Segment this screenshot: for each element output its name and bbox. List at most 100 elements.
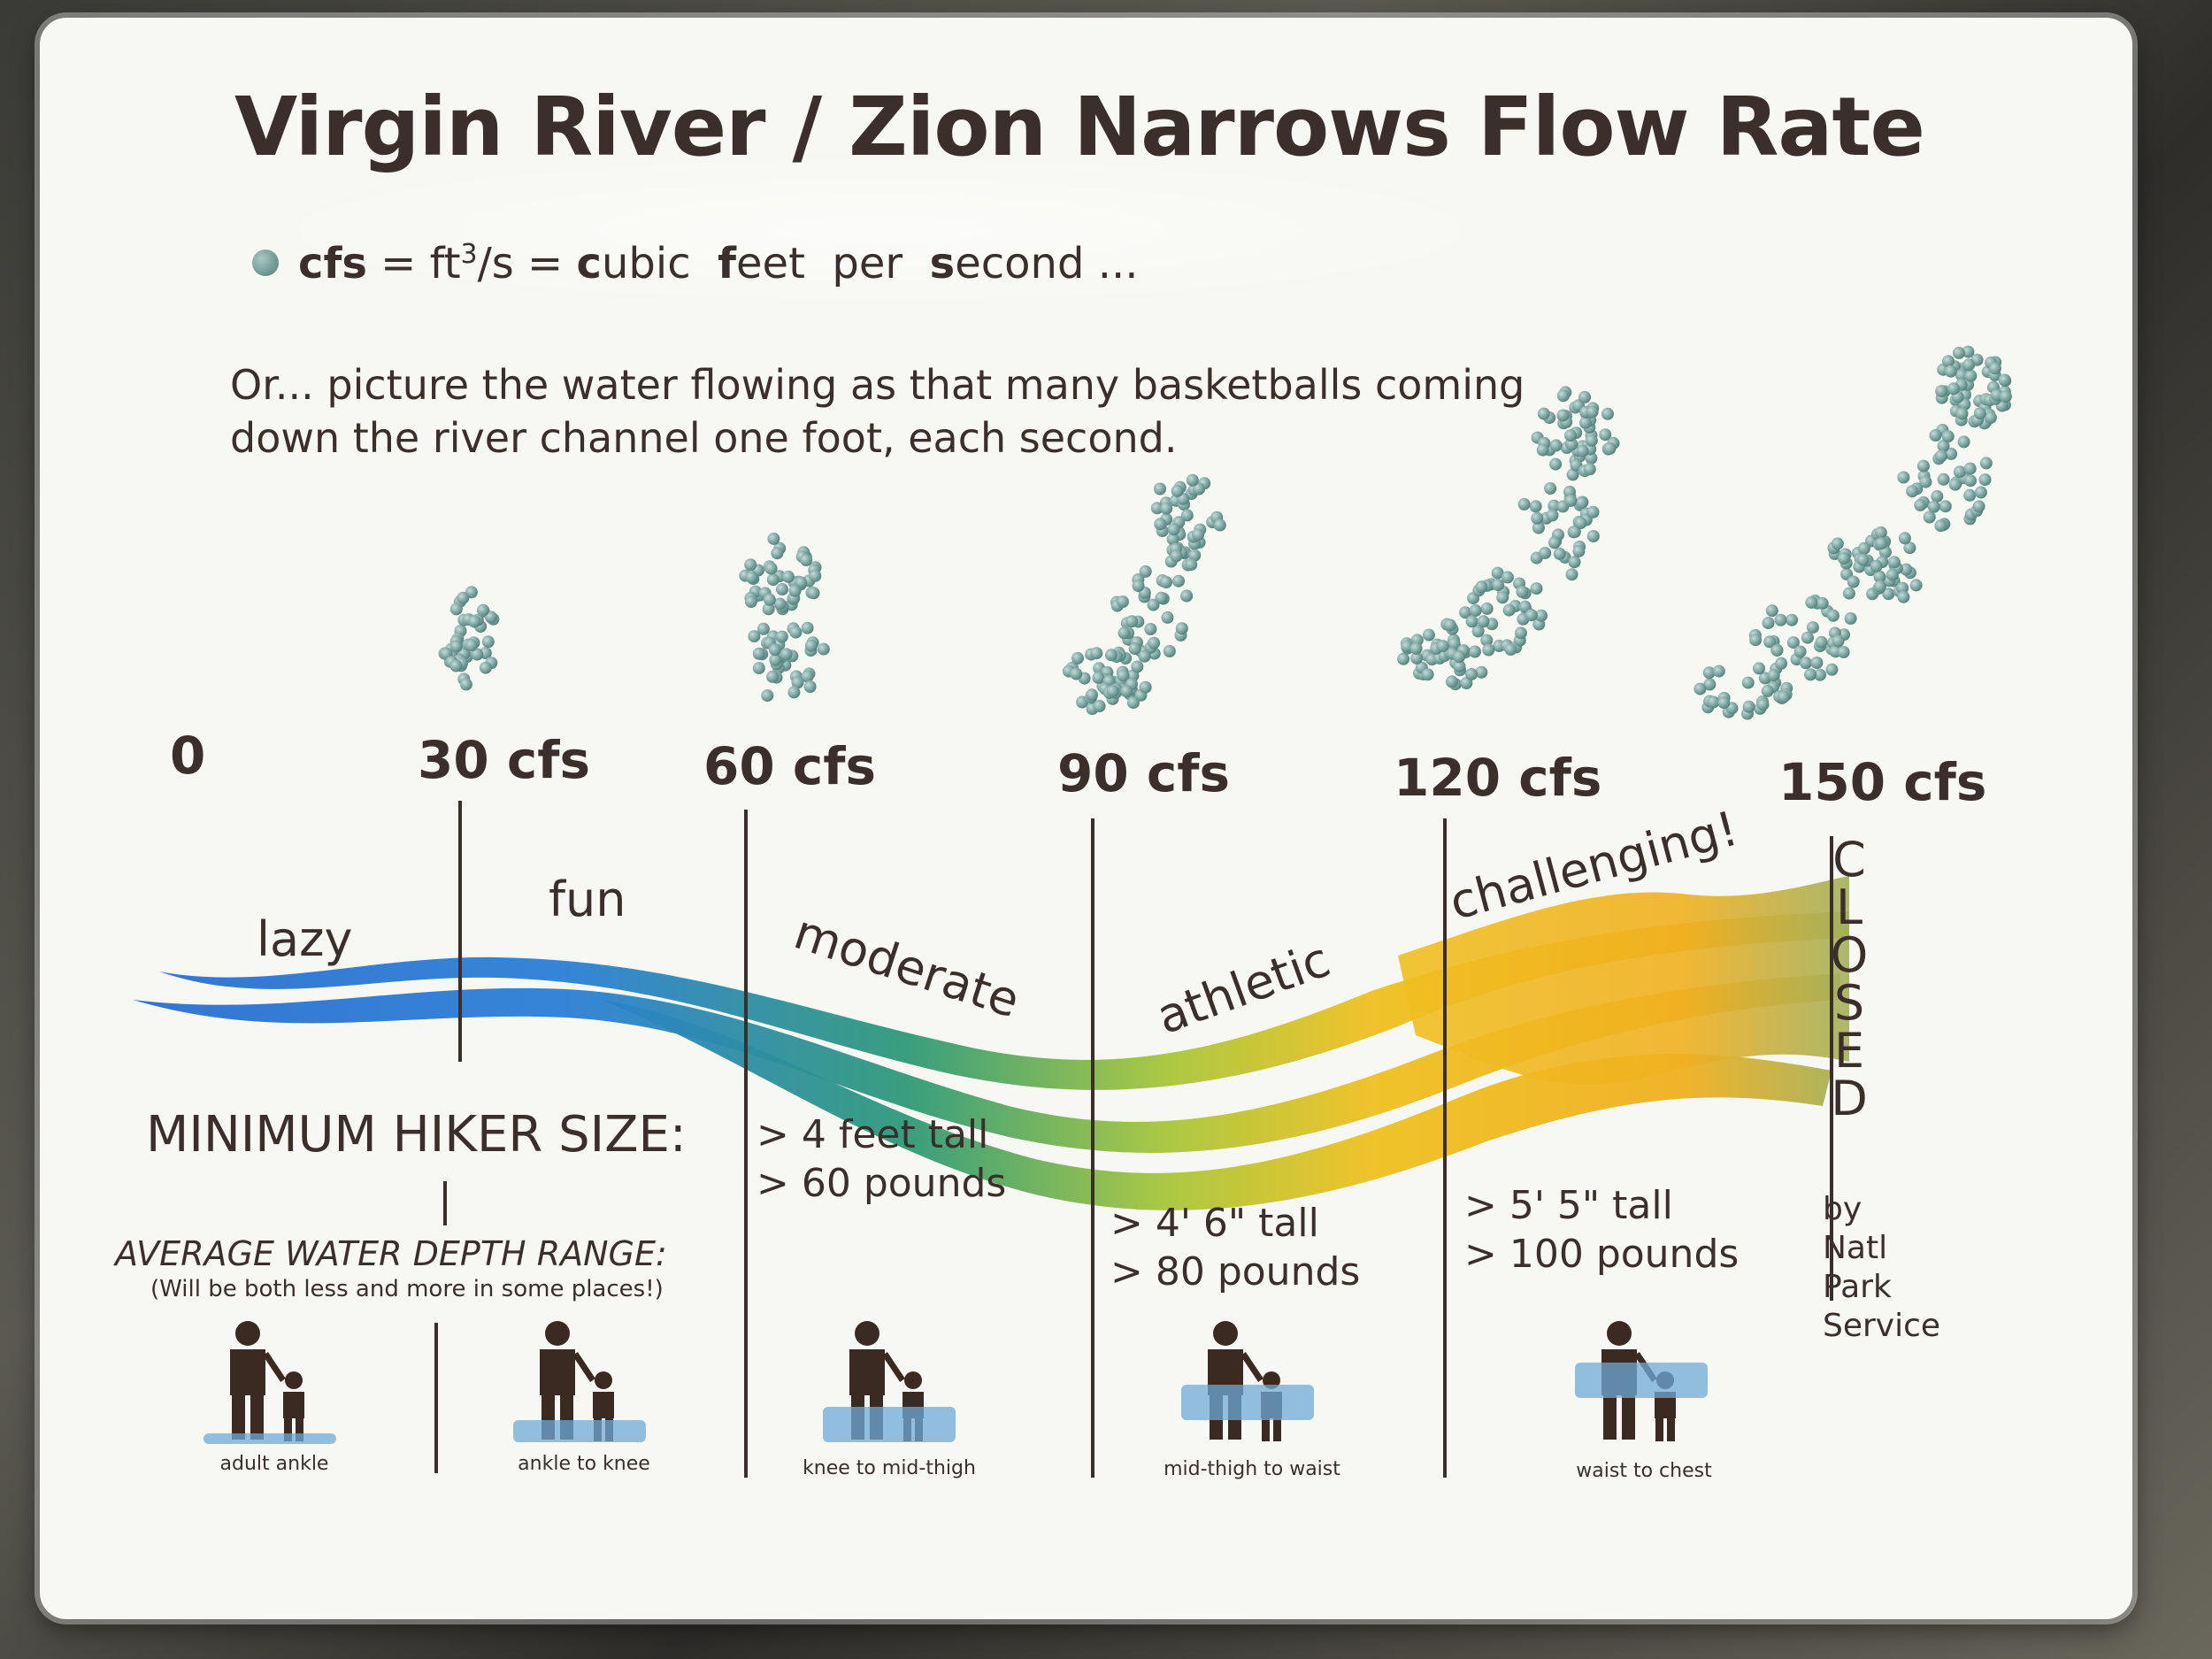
basketball-icon: [1906, 485, 1919, 498]
basketball-icon: [1471, 625, 1485, 638]
basketball-icon: [800, 554, 813, 566]
basketball-icon: [1941, 430, 1955, 443]
basketball-icon: [1749, 634, 1763, 647]
basketball-icon: [1548, 499, 1561, 512]
basketball-icon: [769, 653, 782, 666]
basketball-icon: [1536, 443, 1549, 457]
basketball-icon: [1870, 559, 1883, 572]
depth-caption-ankle-knee: ankle to knee: [518, 1453, 650, 1475]
basketball-icon: [1927, 500, 1940, 513]
basketball-icon: [1565, 568, 1578, 581]
adult-head-icon: [235, 1321, 260, 1346]
child-head-icon: [904, 1371, 922, 1389]
basketball-icon: [744, 595, 757, 608]
basketball-icon: [1116, 595, 1129, 608]
basketball-icon: [1180, 589, 1194, 603]
depth-figure-1: [204, 1321, 336, 1444]
closed-by-line: Park: [1823, 1269, 1892, 1305]
basketball-icon: [1979, 457, 1993, 470]
cfs-f: f: [718, 239, 737, 288]
basketball-icon: [1150, 502, 1164, 515]
stage-lazy: lazy: [257, 911, 353, 967]
cfs-term: cfs: [298, 239, 367, 288]
basketball-icon: [1948, 478, 1962, 491]
basketball-icon: [1801, 631, 1814, 644]
basketball-icon: [1988, 362, 2001, 375]
basketball-icon: [1935, 449, 1947, 463]
basketball-icon: [468, 615, 481, 628]
basketball-icon: [1529, 500, 1542, 513]
basketball-icon: [766, 573, 780, 587]
basketball-icon: [449, 659, 463, 672]
basketball-icon: [1496, 591, 1509, 604]
basketball-icon: [1468, 645, 1481, 658]
basketball-icon: [1549, 457, 1563, 471]
ball-cluster-2: [739, 532, 830, 703]
basketball-icon: [748, 630, 761, 643]
basketball-icon: [1947, 382, 1960, 396]
basketball-icon: [1717, 696, 1731, 710]
basketball-icon: [1586, 405, 1599, 419]
basketball-icon: [1436, 640, 1449, 653]
child-leg-icon: [1655, 1418, 1663, 1441]
basketball-icon: [1978, 473, 1992, 487]
basketball-icon: [1793, 645, 1807, 658]
basketball-icon: [780, 648, 793, 661]
cfs-eq-a: = ft: [366, 239, 461, 288]
sign-title: Virgin River / Zion Narrows Flow Rate: [234, 80, 1925, 174]
basketball-icon: [1753, 662, 1765, 675]
ball-cluster-5: [1694, 345, 2012, 720]
basketball-icon: [1585, 434, 1598, 447]
basketball-icon: [1767, 669, 1780, 682]
basketball-icon: [1599, 428, 1612, 442]
basketball-icon: [1172, 574, 1185, 588]
basketball-icon: [768, 643, 781, 657]
basketball-icon: [1741, 676, 1755, 689]
basketball-icon: [1831, 537, 1844, 550]
adult-leg-icon: [232, 1395, 245, 1440]
basketball-icon: [1556, 389, 1570, 403]
requirement-120: > 5' 5" tall > 100 pounds: [1464, 1181, 1739, 1279]
basketball-icon: [1477, 615, 1490, 628]
basketball-icon: [1154, 518, 1167, 531]
river-flow-graphic: [133, 876, 1849, 1210]
basketball-icon: [1531, 511, 1544, 525]
closed-letter: O: [1830, 927, 1869, 983]
basketball-icon: [1568, 526, 1581, 539]
scale-label-150: 150 cfs: [1778, 752, 1987, 812]
basketball-icon: [1929, 429, 1942, 442]
child-leg-icon: [1667, 1418, 1675, 1441]
basketball-clusters: [438, 345, 2012, 720]
cfs-definition: cfs = ft3/s = cubic feet per second ...: [252, 239, 1138, 288]
basketball-icon: [1934, 519, 1947, 533]
basketball-icon: [744, 558, 757, 572]
closed-letter: L: [1835, 879, 1863, 935]
basketball-icon: [752, 647, 765, 660]
basketball-icon: [1544, 482, 1557, 495]
depth-note: (Will be both less and more in some plac…: [150, 1276, 664, 1302]
river-wide-end: [1398, 876, 1849, 1085]
basketball-icon: [1770, 644, 1784, 657]
basketball-icon: [1962, 358, 1976, 372]
requirement-90: > 4' 6" tall > 80 pounds: [1110, 1199, 1360, 1296]
basketball-icon: [1945, 447, 1958, 460]
basketball-icon: [1842, 587, 1855, 600]
basketball-icon: [1492, 579, 1505, 592]
requirement-weight: > 60 pounds: [757, 1161, 1007, 1206]
basketball-icon: [1193, 482, 1205, 495]
basketball-icon: [1453, 650, 1465, 664]
basketball-icon: [1186, 473, 1199, 487]
basketball-icon: [1972, 500, 1985, 513]
basketball-icon: [477, 603, 489, 617]
requirement-height: > 4' 6" tall: [1110, 1201, 1319, 1246]
basketball-icon: [1147, 598, 1160, 611]
basketball-icon: [1465, 668, 1478, 680]
basketball-icon: [1832, 634, 1845, 648]
basketball-icon: [1916, 459, 1930, 472]
basketball-icon: [773, 597, 787, 611]
basketball-icon: [775, 630, 788, 643]
basketball-icon: [1469, 604, 1482, 617]
basketball-icon: [1448, 637, 1461, 650]
basketball-icon: [1480, 634, 1494, 647]
depth-heading: AVERAGE WATER DEPTH RANGE:: [115, 1234, 667, 1273]
